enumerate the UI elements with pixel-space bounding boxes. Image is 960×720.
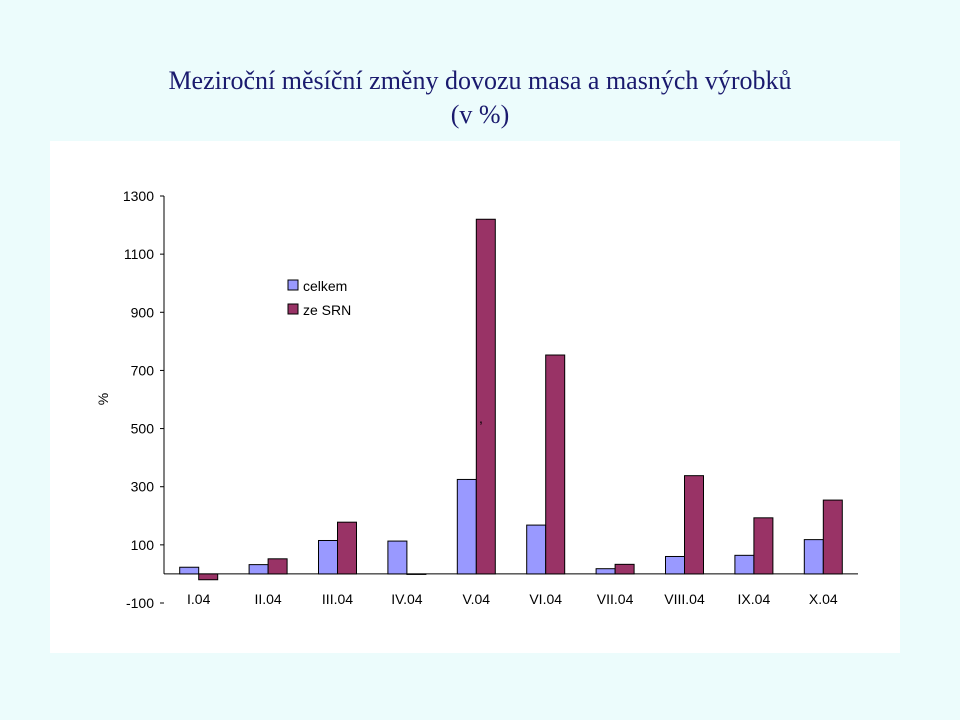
y-axis-label: % bbox=[95, 393, 111, 405]
y-tick-label: 700 bbox=[131, 362, 155, 378]
x-tick-label: VI.04 bbox=[529, 591, 562, 607]
bar bbox=[822, 499, 843, 575]
y-tick-label: 300 bbox=[131, 479, 155, 495]
chart-title-line2: (v %) bbox=[450, 100, 510, 129]
x-tick-label: VII.04 bbox=[597, 591, 634, 607]
bar bbox=[665, 555, 685, 575]
bar bbox=[545, 354, 566, 575]
bar bbox=[753, 517, 774, 575]
y-tick-label: 500 bbox=[131, 421, 155, 437]
x-tick-label: VIII.04 bbox=[664, 591, 705, 607]
bar bbox=[526, 524, 547, 575]
chart-title: Meziroční měsíční změny dovozu masa a ma… bbox=[0, 64, 960, 132]
y-tick-label: 100 bbox=[131, 537, 155, 553]
bar bbox=[267, 558, 288, 575]
bar bbox=[179, 566, 200, 575]
x-tick-label: V.04 bbox=[463, 591, 491, 607]
bar bbox=[198, 573, 219, 581]
x-tick-label: X.04 bbox=[809, 591, 838, 607]
bar bbox=[614, 563, 635, 575]
bar bbox=[248, 564, 269, 575]
annotation-mark: , bbox=[479, 410, 483, 426]
bar-chart: -100 100 300 500 700 900 1100 1300% I.04 II.04 III… bbox=[95, 188, 858, 611]
x-tick-label: III.04 bbox=[322, 591, 353, 607]
x-tick-label: IV.04 bbox=[391, 591, 423, 607]
chart-title-line1: Meziroční měsíční změny dovozu masa a ma… bbox=[168, 66, 792, 95]
bar bbox=[456, 478, 477, 575]
legend-label: ze SRN bbox=[303, 302, 351, 318]
legend-label: celkem bbox=[303, 278, 347, 294]
x-tick-label: I.04 bbox=[187, 591, 211, 607]
bar bbox=[318, 539, 338, 575]
y-tick-label: 900 bbox=[131, 304, 155, 320]
y-tick-label: 1100 bbox=[124, 246, 154, 262]
legend-swatch bbox=[287, 303, 299, 315]
bar bbox=[595, 568, 616, 575]
x-tick-label: II.04 bbox=[254, 591, 281, 607]
bar bbox=[803, 539, 824, 575]
bar bbox=[684, 475, 704, 575]
y-tick-label: -100 bbox=[126, 595, 154, 611]
legend-swatch bbox=[287, 279, 299, 291]
chart-panel: -100 100 300 500 700 900 1100 1300% I.04 II.04 III… bbox=[50, 141, 900, 653]
bar bbox=[387, 540, 408, 575]
bar bbox=[337, 521, 357, 575]
bar bbox=[406, 573, 427, 575]
y-tick-label: 1300 bbox=[123, 188, 154, 204]
bar bbox=[475, 218, 496, 575]
bar bbox=[734, 554, 755, 575]
x-tick-label: IX.04 bbox=[738, 591, 771, 607]
